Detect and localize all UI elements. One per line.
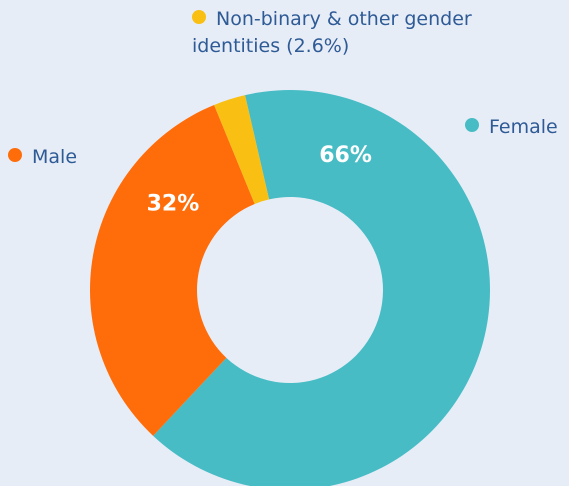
- slice: [214, 95, 270, 204]
- data-label: (2.6%): [286, 35, 350, 57]
- slice: [153, 90, 490, 486]
- legend-label: Male: [8, 144, 98, 171]
- slice: [90, 104, 255, 436]
- data-label: 66%: [319, 143, 372, 168]
- legend-label: Female: [465, 114, 569, 141]
- legend-dot: [465, 118, 479, 132]
- legend-text: Female: [489, 116, 558, 138]
- legend-dot: [8, 148, 22, 162]
- legend-text: Non-binary & other gender identities: [192, 8, 472, 57]
- legend-label: Non-binary & other gender identities (2.…: [192, 6, 492, 60]
- data-label: 32%: [147, 191, 200, 216]
- legend-dot: [192, 10, 206, 24]
- legend-text: Male: [32, 146, 78, 168]
